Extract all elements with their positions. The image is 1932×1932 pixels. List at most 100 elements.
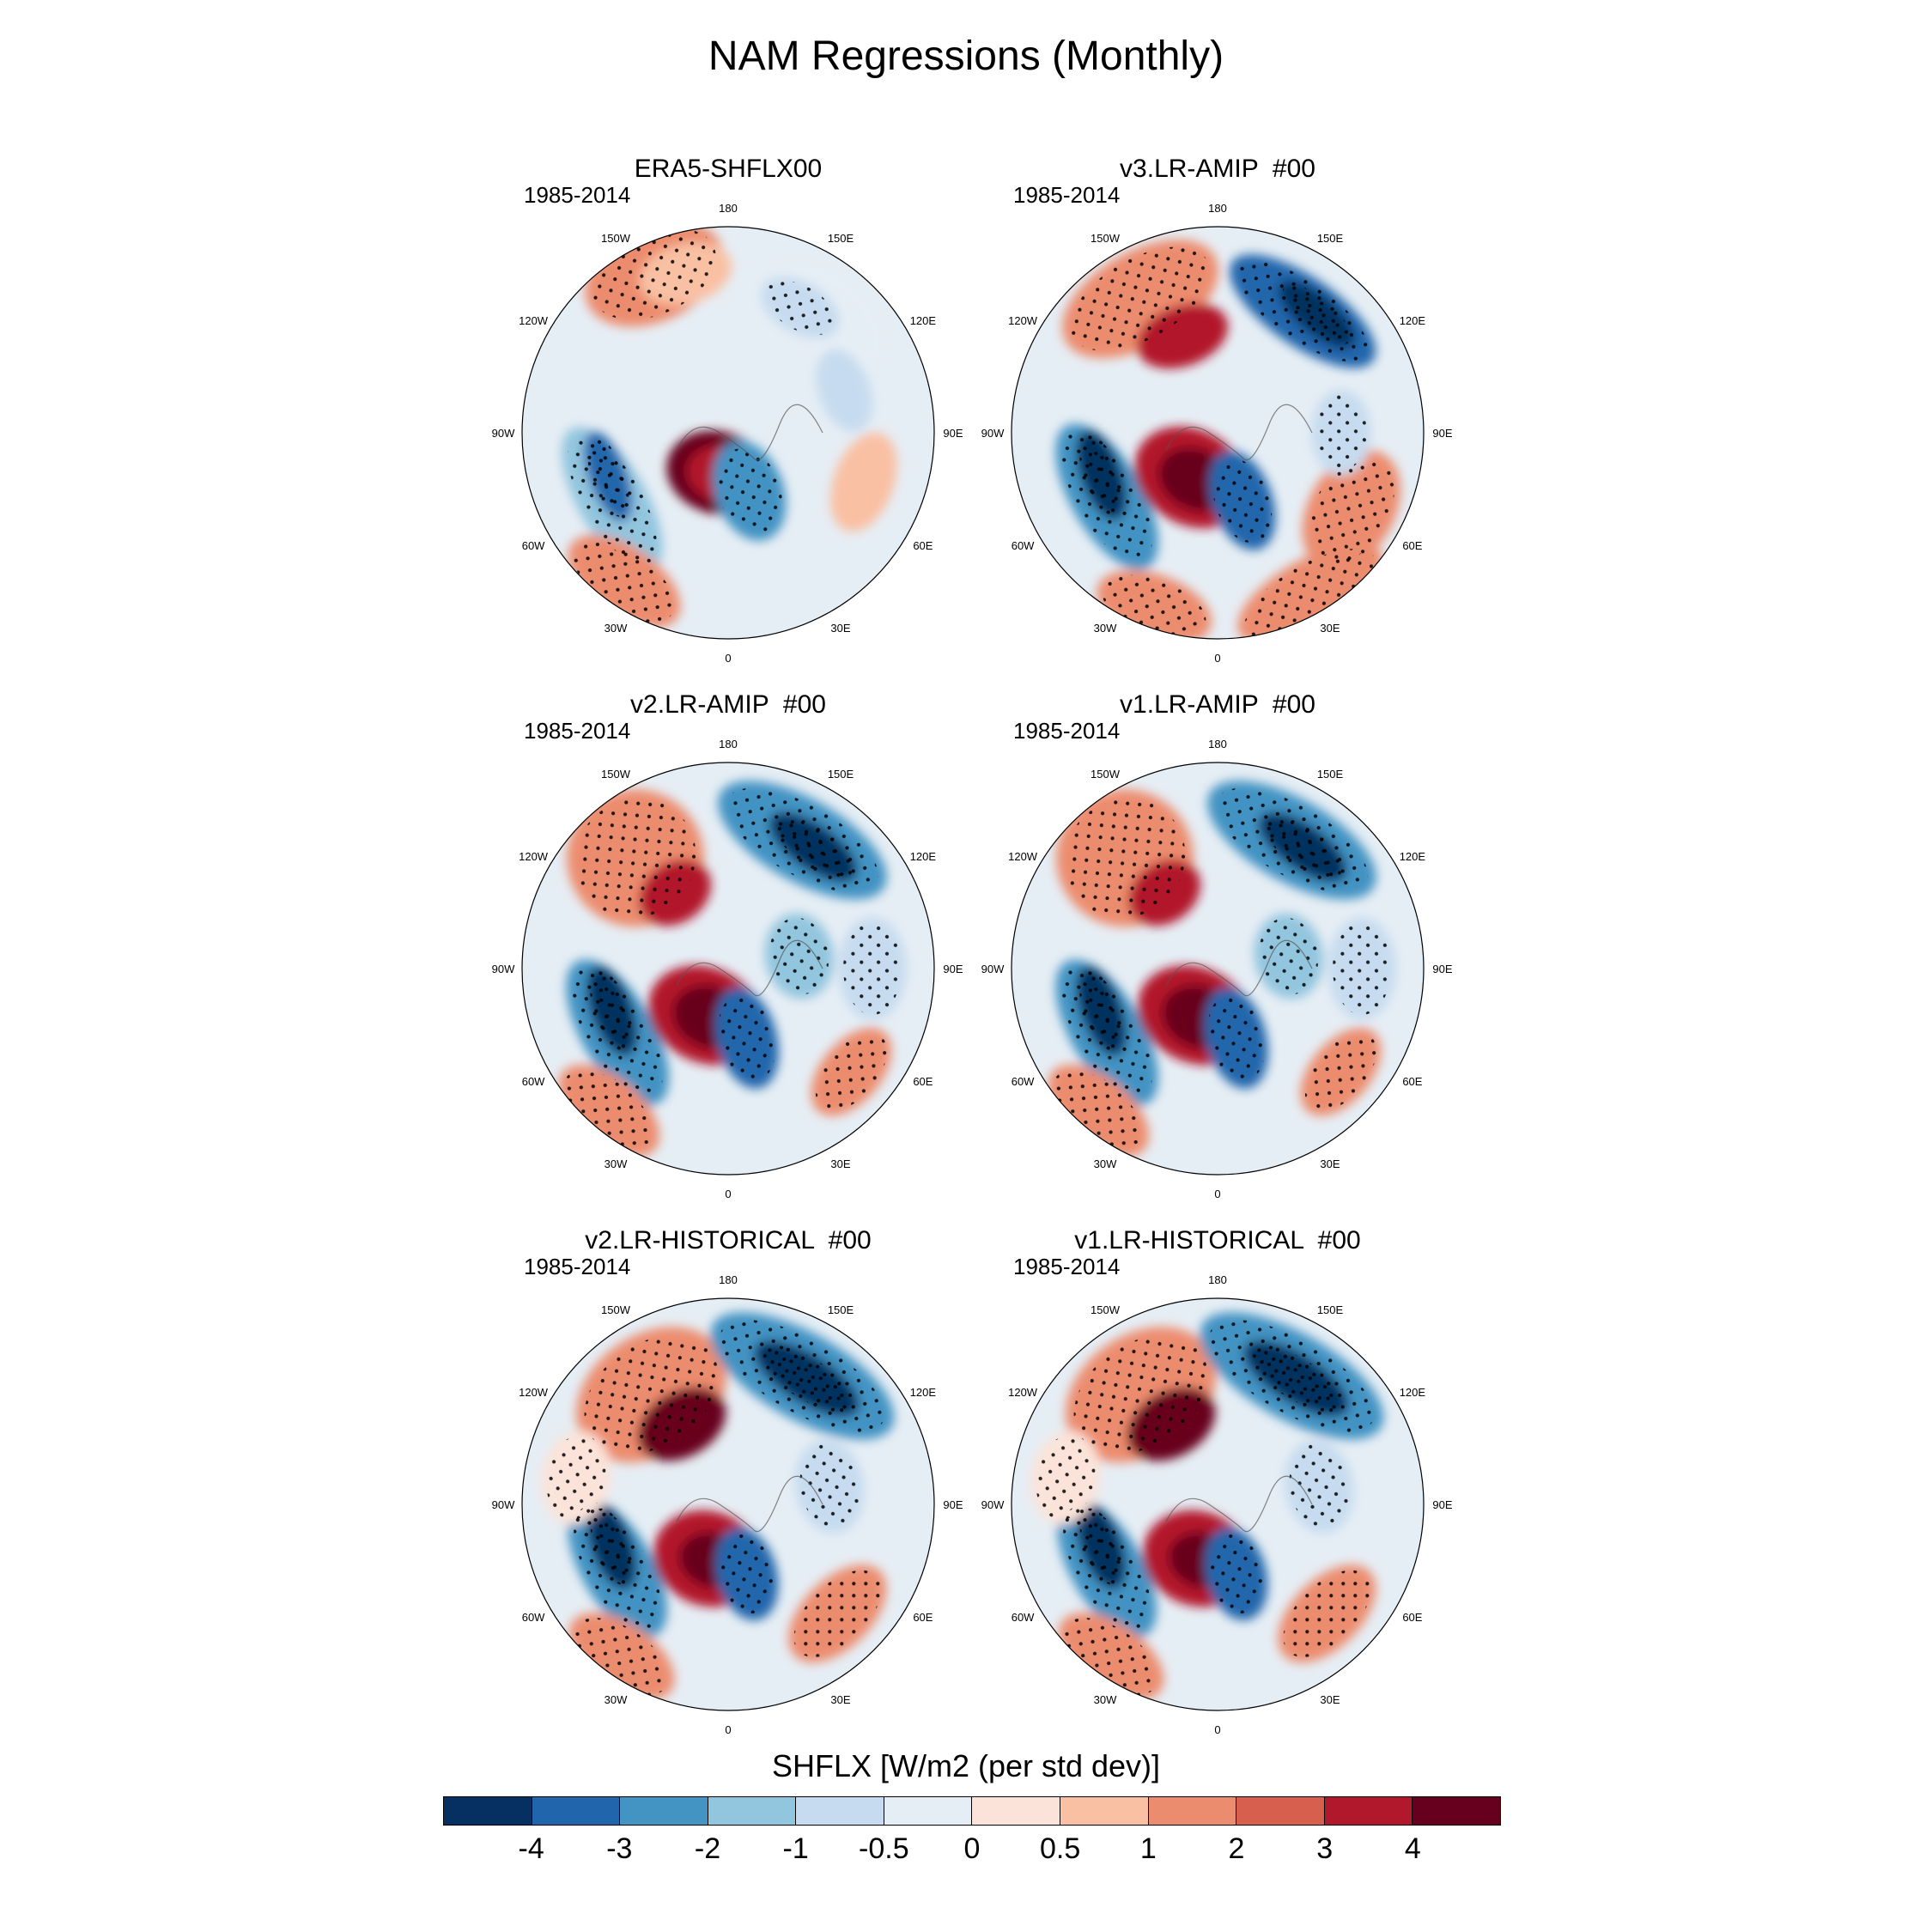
significance-stipple: [1245, 549, 1376, 638]
longitude-label: 120W: [1008, 1386, 1038, 1399]
longitude-label: 60E: [1402, 1611, 1422, 1624]
colorbar-swatch: [796, 1797, 884, 1825]
significance-stipple: [1036, 1435, 1096, 1520]
longitude-label: 180: [719, 202, 738, 215]
longitude-label: 30E: [830, 622, 850, 635]
polar-map: 180 150E 120E 90E 60E 30E 0 30W 60W 90W 120W 150W: [492, 202, 963, 665]
longitude-label: 90E: [943, 1498, 963, 1511]
longitude-label: 60E: [913, 1611, 933, 1624]
longitude-label: 180: [719, 738, 738, 750]
colorbar-swatch: [620, 1797, 708, 1825]
longitude-label: 150W: [1091, 768, 1121, 781]
significance-stipple: [563, 1070, 654, 1151]
significance-stipple: [1263, 816, 1343, 878]
colorbar-tick-label: 4: [1404, 1832, 1421, 1865]
longitude-label: 60W: [1012, 1611, 1035, 1624]
coastline: [676, 1475, 823, 1533]
significance-stipple: [1283, 1570, 1370, 1657]
significance-stipple: [793, 1570, 881, 1657]
longitude-label: 150W: [1091, 1303, 1121, 1316]
longitude-label: 0: [725, 1723, 731, 1736]
longitude-label: 150W: [601, 232, 631, 245]
colorbar-tick-label: -0.5: [859, 1832, 909, 1865]
map-boundary: [1011, 1297, 1425, 1711]
panel-title: ERA5-SHFLX00: [634, 155, 823, 183]
longitude-label: 30W: [1094, 1693, 1117, 1706]
longitude-label: 120E: [1400, 850, 1426, 863]
longitude-label: 90E: [1432, 427, 1452, 440]
longitude-label: 180: [1208, 738, 1227, 750]
colorbar-tick-label: 3: [1316, 1832, 1334, 1865]
longitude-label: 30W: [605, 622, 628, 635]
longitude-label: 120W: [519, 850, 549, 863]
longitude-label: 60W: [1012, 1075, 1035, 1088]
longitude-label: 150E: [1317, 768, 1344, 781]
longitude-label: 0: [1214, 1188, 1220, 1200]
figure-title: NAM Regressions (Monthly): [708, 33, 1224, 79]
longitude-label: 120E: [910, 1386, 937, 1399]
longitude-label: 30E: [1320, 622, 1340, 635]
longitude-label: 120W: [519, 314, 549, 327]
significance-stipple: [1259, 917, 1319, 995]
significance-stipple: [574, 540, 675, 623]
longitude-label: 60W: [1012, 539, 1035, 552]
polar-map: 180 150E 120E 90E 60E 30E 0 30W 60W 90W 120W 150W: [492, 738, 963, 1200]
panel-title: v3.LR-AMIP #00: [1120, 155, 1315, 183]
longitude-label: 90W: [492, 963, 515, 975]
significance-stipple: [1304, 1032, 1376, 1111]
colorbar-swatch: [1236, 1797, 1325, 1825]
longitude-label: 30E: [830, 1157, 850, 1170]
longitude-label: 30E: [830, 1693, 850, 1706]
longitude-label: 120W: [1008, 314, 1038, 327]
significance-stipple: [815, 1032, 887, 1111]
significance-stipple: [1315, 394, 1367, 471]
anomaly-field: [816, 349, 873, 432]
map-boundary: [521, 1297, 935, 1711]
longitude-label: 90E: [1432, 1498, 1452, 1511]
colorbar-swatch: [708, 1797, 797, 1825]
significance-stipple: [1079, 1508, 1123, 1585]
significance-stipple: [1070, 246, 1211, 351]
longitude-label: 90E: [1432, 963, 1452, 975]
longitude-label: 0: [725, 1188, 731, 1200]
longitude-label: 90W: [981, 963, 1005, 975]
significance-stipple: [1064, 1618, 1158, 1695]
significance-stipple: [774, 816, 854, 878]
map-panel: v2.LR-AMIP #00 1985-2014 180 150E 120E 90E 60E…: [488, 690, 969, 1209]
polar-map: 180 150E 120E 90E 60E 30E 0 30W 60W 90W 120W 150W: [981, 1273, 1453, 1736]
map-panel: v1.LR-AMIP #00 1985-2014 180 150E 120E 90E 60E…: [977, 690, 1458, 1209]
longitude-label: 150E: [828, 1303, 854, 1316]
significance-stipple: [716, 448, 782, 534]
significance-stipple: [1073, 1335, 1208, 1455]
longitude-label: 150W: [601, 768, 631, 781]
longitude-label: 180: [1208, 1273, 1227, 1286]
colorbar-swatch: [1324, 1797, 1413, 1825]
longitude-label: 180: [719, 1273, 738, 1286]
significance-stipple: [1212, 458, 1273, 544]
panel-period: 1985-2014: [1013, 718, 1121, 744]
significance-stipple: [1064, 798, 1186, 918]
map-boundary: [1011, 762, 1425, 1176]
longitude-label: 60W: [522, 1611, 545, 1624]
coastline: [1165, 404, 1313, 461]
significance-stipple: [1079, 970, 1124, 1052]
colorbar-tick-label: 1: [1139, 1832, 1157, 1865]
longitude-label: 150E: [828, 768, 854, 781]
panel-title: v1.LR-AMIP #00: [1120, 690, 1315, 719]
significance-stipple: [546, 1435, 606, 1520]
colorbar-tick-label: -3: [606, 1832, 633, 1865]
significance-stipple: [574, 1618, 669, 1695]
longitude-label: 30W: [1094, 1157, 1117, 1170]
significance-stipple: [843, 922, 902, 1015]
polar-map: 180 150E 120E 90E 60E 30E 0 30W 60W 90W 120W 150W: [981, 202, 1453, 665]
longitude-label: 150W: [1091, 232, 1121, 245]
longitude-label: 120E: [910, 314, 937, 327]
panel-period: 1985-2014: [524, 182, 631, 208]
significance-stipple: [1053, 1070, 1144, 1151]
significance-stipple: [1308, 456, 1394, 564]
colorbar-swatch: [444, 1797, 532, 1825]
colorbar-tick-label: 2: [1228, 1832, 1245, 1865]
polar-map: 180 150E 120E 90E 60E 30E 0 30W 60W 90W 120W 150W: [981, 738, 1453, 1200]
colorbar-tick-label: 0: [963, 1832, 981, 1865]
longitude-label: 90W: [492, 1498, 515, 1511]
